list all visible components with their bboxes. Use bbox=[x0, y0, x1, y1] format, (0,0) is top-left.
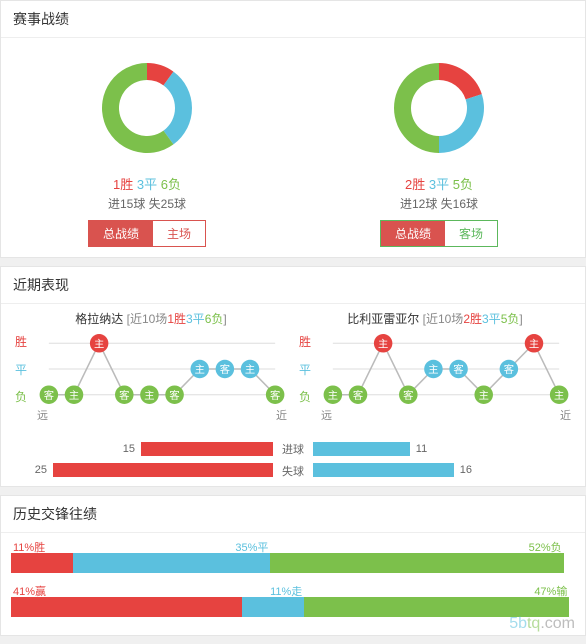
h2h-seg: 11%胜 bbox=[11, 553, 73, 573]
svg-text:主: 主 bbox=[554, 390, 564, 402]
bar-line: 16 bbox=[313, 461, 577, 479]
svg-text:主: 主 bbox=[428, 364, 438, 376]
goals-line: 进12球 失16球 bbox=[400, 195, 478, 212]
h2h-container: 11%胜35%平52%负 41%赢11%走47%输 bbox=[1, 553, 585, 617]
record-col-1: 2胜 3平 5负进12球 失16球总战绩客场 bbox=[293, 48, 585, 247]
bars-mid: 进球 失球 bbox=[273, 437, 313, 482]
svg-text:客: 客 bbox=[270, 389, 280, 402]
watermark-a: 5b bbox=[509, 615, 527, 632]
svg-text:客: 客 bbox=[44, 389, 54, 402]
h2h-title: 历史交锋往绩 bbox=[1, 496, 585, 533]
recent-team-title: 比利亚雷亚尔 [近10场2胜3平5负] bbox=[299, 310, 571, 327]
record-labels: 1胜 3平 6负 bbox=[113, 174, 181, 193]
charts-row: 1胜 3平 6负进15球 失25球总战绩主场2胜 3平 5负进12球 失16球总… bbox=[1, 38, 585, 257]
trend-x-labels: 远近 bbox=[321, 407, 571, 423]
h2h-seg: 11%走 bbox=[242, 597, 304, 617]
svg-text:主: 主 bbox=[94, 338, 104, 350]
record-panel: 赛事战绩 1胜 3平 6负进15球 失25球总战绩主场2胜 3平 5负进12球 … bbox=[0, 0, 586, 258]
h2h-panel: 历史交锋往绩 11%胜35%平52%负 41%赢11%走47%输 5btq.com bbox=[0, 495, 586, 636]
svg-text:主: 主 bbox=[245, 364, 255, 376]
mid-against: 失球 bbox=[282, 463, 304, 479]
trend-wrap: 胜平负主客主客主客主客主主远近 bbox=[299, 333, 571, 423]
h2h-seg: 41%赢 bbox=[11, 597, 242, 617]
mid-for: 进球 bbox=[282, 441, 304, 457]
h2h-seg: 35%平 bbox=[73, 553, 270, 573]
bar-line: 11 bbox=[313, 440, 577, 458]
watermark-b: tq bbox=[527, 615, 540, 632]
trend-x-labels: 远近 bbox=[37, 407, 287, 423]
record-col-0: 1胜 3平 6负进15球 失25球总战绩主场 bbox=[1, 48, 293, 247]
svg-text:主: 主 bbox=[195, 364, 205, 376]
recent-panel: 近期表现 格拉纳达 [近10场1胜3平6负]胜平负客主主客主客主客主客远近比利亚… bbox=[0, 266, 586, 487]
svg-text:主: 主 bbox=[529, 338, 539, 350]
svg-text:客: 客 bbox=[403, 389, 413, 402]
bars-left: 1525 bbox=[9, 437, 273, 482]
svg-text:客: 客 bbox=[453, 363, 463, 376]
bar-line: 15 bbox=[9, 440, 273, 458]
svg-text:客: 客 bbox=[353, 389, 363, 402]
record-labels: 2胜 3平 5负 bbox=[405, 174, 473, 193]
recent-row: 格拉纳达 [近10场1胜3平6负]胜平负客主主客主客主客主客远近比利亚雷亚尔 [… bbox=[1, 304, 585, 433]
h2h-seg: 52%负 bbox=[270, 553, 563, 573]
trend-y-labels: 胜平负 bbox=[299, 333, 319, 405]
svg-text:客: 客 bbox=[504, 363, 514, 376]
recent-col-1: 比利亚雷亚尔 [近10场2胜3平5负]胜平负主客主客主客主客主主远近 bbox=[293, 310, 577, 423]
goals-line: 进15球 失25球 bbox=[108, 195, 186, 212]
svg-text:主: 主 bbox=[328, 390, 338, 402]
recent-team-title: 格拉纳达 [近10场1胜3平6负] bbox=[15, 310, 287, 327]
trend-svg: 客主主客主客主客主客 bbox=[37, 333, 287, 405]
svg-text:主: 主 bbox=[479, 390, 489, 402]
trend-svg: 主客主客主客主客主主 bbox=[321, 333, 571, 405]
bars-right: 1116 bbox=[313, 437, 577, 482]
watermark: 5btq.com bbox=[509, 615, 575, 633]
bar-line: 25 bbox=[9, 461, 273, 479]
h2h-row-1: 41%赢11%走47%输 bbox=[11, 597, 575, 617]
btn-total[interactable]: 总战绩 bbox=[381, 221, 445, 246]
svg-text:客: 客 bbox=[169, 389, 179, 402]
btn-venue[interactable]: 主场 bbox=[153, 221, 205, 246]
watermark-c: .com bbox=[540, 615, 575, 632]
btn-group: 总战绩主场 bbox=[88, 220, 206, 247]
svg-text:主: 主 bbox=[378, 338, 388, 350]
btn-group: 总战绩客场 bbox=[380, 220, 498, 247]
h2h-row-0: 11%胜35%平52%负 bbox=[11, 553, 575, 573]
h2h-seg: 47%输 bbox=[304, 597, 569, 617]
recent-title: 近期表现 bbox=[1, 267, 585, 304]
svg-text:主: 主 bbox=[69, 390, 79, 402]
svg-text:客: 客 bbox=[220, 363, 230, 376]
recent-col-0: 格拉纳达 [近10场1胜3平6负]胜平负客主主客主客主客主客远近 bbox=[9, 310, 293, 423]
btn-total[interactable]: 总战绩 bbox=[89, 221, 153, 246]
svg-text:客: 客 bbox=[119, 389, 129, 402]
btn-venue[interactable]: 客场 bbox=[445, 221, 497, 246]
bars-wrap: 1525 进球 失球 1116 bbox=[1, 433, 585, 486]
svg-text:主: 主 bbox=[144, 390, 154, 402]
record-title: 赛事战绩 bbox=[1, 1, 585, 38]
trend-y-labels: 胜平负 bbox=[15, 333, 35, 405]
trend-wrap: 胜平负客主主客主客主客主客远近 bbox=[15, 333, 287, 423]
